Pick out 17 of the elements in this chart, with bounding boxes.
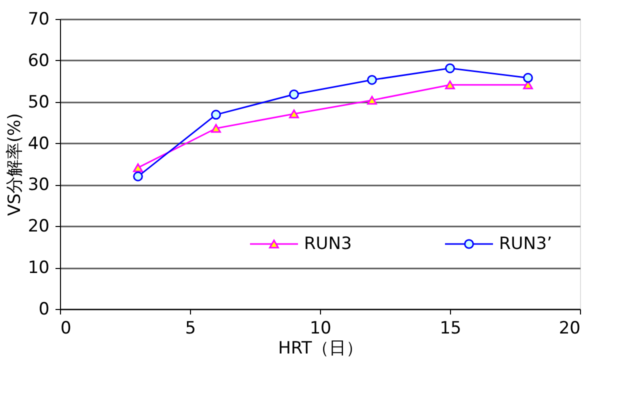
y-tick-label: 40 [28, 134, 50, 154]
y-tick-label: 30 [28, 175, 50, 196]
x-axis-title: HRT（日） [278, 338, 363, 358]
y-tick-label: 0 [38, 300, 50, 320]
x-tick-label: 10 [310, 318, 332, 338]
y-tick-label: 20 [28, 216, 50, 237]
x-tick-label: 20 [558, 318, 580, 338]
legend-label: RUN3 [304, 234, 352, 254]
y-tick-label: 70 [28, 10, 50, 30]
x-tick-label: 0 [60, 318, 72, 338]
x-tick-label: 15 [440, 318, 462, 338]
y-tick-label: 50 [28, 92, 50, 112]
legend-label: RUN3’ [499, 234, 552, 254]
y-axis-title: VS分解率(%) [4, 113, 25, 216]
y-tick-label: 10 [28, 258, 50, 278]
y-tick-label: 60 [28, 50, 50, 71]
x-tick-label: 5 [185, 318, 196, 338]
